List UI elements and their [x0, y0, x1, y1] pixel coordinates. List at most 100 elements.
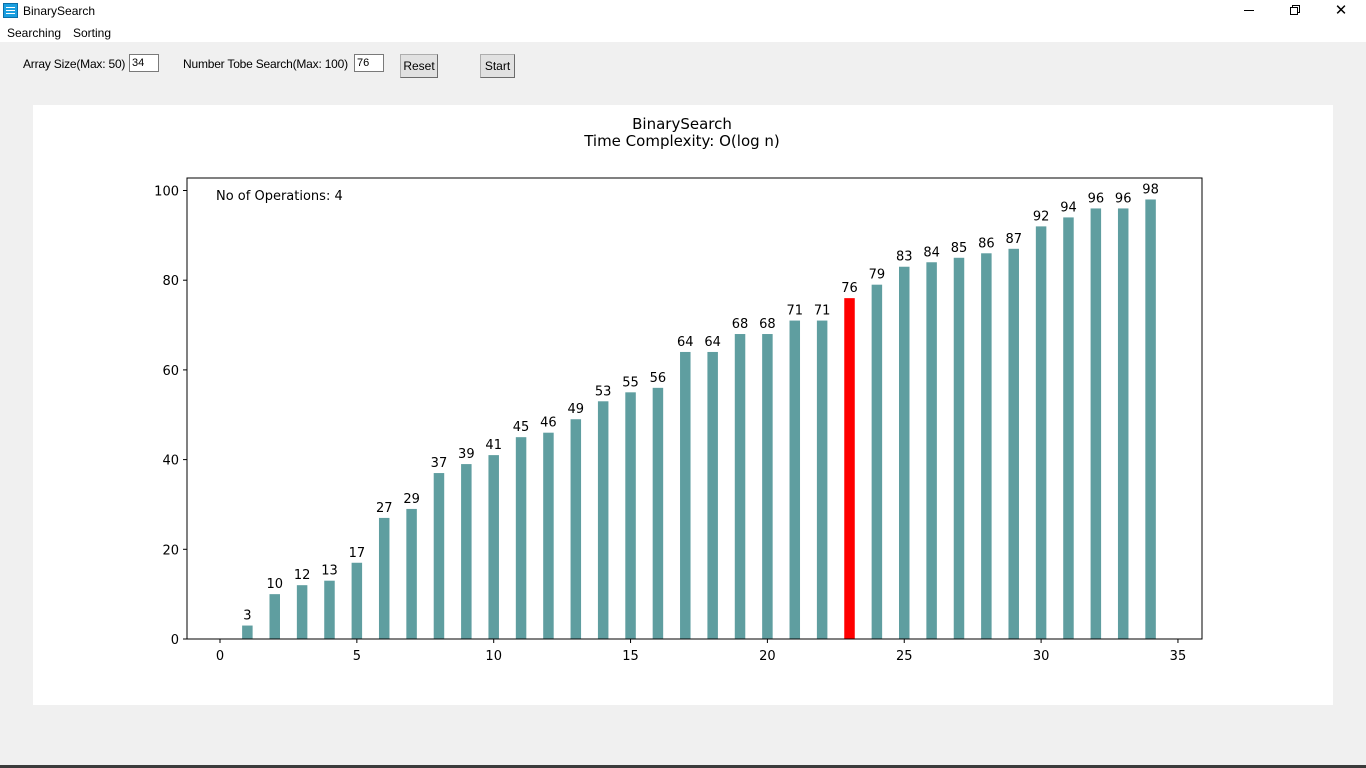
bar-value-label: 45	[513, 420, 530, 435]
bar	[652, 387, 664, 639]
bar-value-label: 96	[1115, 191, 1132, 206]
bar	[762, 334, 773, 639]
bar	[1035, 226, 1047, 639]
bar	[570, 419, 582, 639]
bar	[488, 455, 499, 639]
bar-value-label: 68	[759, 317, 776, 332]
bar-value-label: 13	[321, 564, 338, 579]
bar-value-label: 10	[266, 577, 283, 592]
bar	[433, 473, 445, 639]
bar-value-label: 17	[349, 546, 366, 561]
bar	[324, 580, 335, 639]
bar-highlight	[844, 298, 855, 639]
chart-subtitle: Time Complexity: O(log n)	[583, 132, 780, 150]
taskbar-edge	[0, 765, 1366, 768]
y-tick-label: 100	[154, 185, 179, 200]
bars-group: 3 10 12 13 17 27 29 37 39 41 45 46 49 53 55 56 64 64 68 68 7…	[242, 182, 1159, 640]
bar	[1117, 208, 1129, 639]
bar-value-label: 71	[814, 304, 831, 319]
x-tick-label: 15	[622, 649, 639, 664]
bar-value-label: 83	[896, 250, 913, 265]
array-size-input[interactable]	[129, 54, 159, 72]
bar-value-label: 49	[568, 402, 585, 417]
bar-value-label: 12	[294, 568, 311, 583]
x-tick-label: 10	[485, 649, 502, 664]
bar-value-label: 27	[376, 501, 393, 516]
bar	[680, 351, 691, 639]
chart-panel: BinarySearch Time Complexity: O(log n) 3…	[33, 105, 1333, 705]
bar	[926, 262, 937, 639]
search-number-input[interactable]	[354, 54, 384, 72]
bar-value-label: 94	[1060, 200, 1077, 215]
bar	[296, 585, 308, 639]
bar-value-label: 41	[485, 438, 502, 453]
x-tick-label: 30	[1033, 649, 1050, 664]
x-tick-label: 5	[353, 649, 361, 664]
bar	[242, 625, 253, 639]
menu-bar: Searching Sorting	[0, 22, 1366, 42]
y-tick-label: 40	[162, 454, 179, 469]
bar	[734, 334, 746, 639]
bar	[378, 517, 390, 639]
bar-value-label: 76	[841, 281, 858, 296]
bar	[351, 562, 363, 639]
x-tick-label: 25	[896, 649, 913, 664]
close-icon[interactable]: ✕	[1334, 1, 1348, 19]
plot-frame	[186, 177, 1203, 640]
chart-title: BinarySearch	[632, 115, 732, 133]
bar-value-label: 53	[595, 384, 612, 399]
bar	[543, 432, 554, 639]
bar	[1063, 217, 1074, 639]
bar	[269, 594, 280, 639]
y-tick-label: 60	[162, 364, 179, 379]
search-number-label: Number Tobe Search(Max: 100)	[183, 57, 348, 71]
minimize-icon[interactable]	[1226, 0, 1272, 22]
bar	[789, 320, 801, 639]
y-tick-label: 0	[171, 633, 179, 648]
bar	[515, 437, 527, 639]
bar	[1090, 208, 1102, 639]
bar-value-label: 64	[704, 335, 721, 350]
bar	[625, 392, 636, 639]
bar	[406, 508, 417, 639]
start-button[interactable]: Start	[480, 54, 515, 78]
bar-value-label: 64	[677, 335, 694, 350]
bar-value-label: 79	[869, 268, 886, 283]
title-bar: BinarySearch ✕	[0, 0, 1366, 22]
bar	[1145, 199, 1156, 639]
restore-icon[interactable]	[1272, 0, 1318, 22]
reset-button[interactable]: Reset	[400, 54, 438, 78]
x-tick-label: 0	[216, 649, 224, 664]
bar	[707, 351, 718, 639]
x-tick-label: 20	[759, 649, 776, 664]
y-tick-label: 20	[162, 543, 179, 558]
bar-value-label: 55	[622, 375, 639, 390]
bar	[953, 257, 965, 639]
array-size-label: Array Size(Max: 50)	[23, 57, 126, 71]
bar-value-label: 84	[923, 245, 940, 260]
axes-group: 0 5 10 15 20 25 30 35 0 20 40 60 80 100	[154, 185, 1186, 665]
menu-sorting[interactable]: Sorting	[73, 26, 112, 40]
bar-value-label: 29	[403, 492, 420, 507]
bar-value-label: 92	[1033, 209, 1050, 224]
bar	[899, 266, 910, 639]
bar-value-label: 96	[1088, 191, 1105, 206]
bar	[981, 253, 992, 640]
menu-searching[interactable]: Searching	[7, 26, 62, 40]
bar	[871, 284, 883, 639]
bar-value-label: 85	[951, 241, 968, 256]
bar-value-label: 98	[1142, 182, 1159, 197]
bar-value-label: 87	[1005, 232, 1022, 247]
bar-value-label: 3	[243, 609, 251, 624]
bar-value-label: 46	[540, 416, 557, 431]
bar	[461, 464, 472, 639]
window-title: BinarySearch	[23, 4, 96, 18]
bar-value-label: 37	[431, 456, 448, 471]
app-icon	[3, 3, 18, 18]
bar	[816, 320, 828, 639]
bar-value-label: 86	[978, 236, 995, 251]
bar	[597, 401, 609, 639]
bar	[1008, 248, 1019, 639]
operations-annotation: No of Operations: 4	[216, 189, 343, 204]
bar-value-label: 71	[786, 304, 803, 319]
